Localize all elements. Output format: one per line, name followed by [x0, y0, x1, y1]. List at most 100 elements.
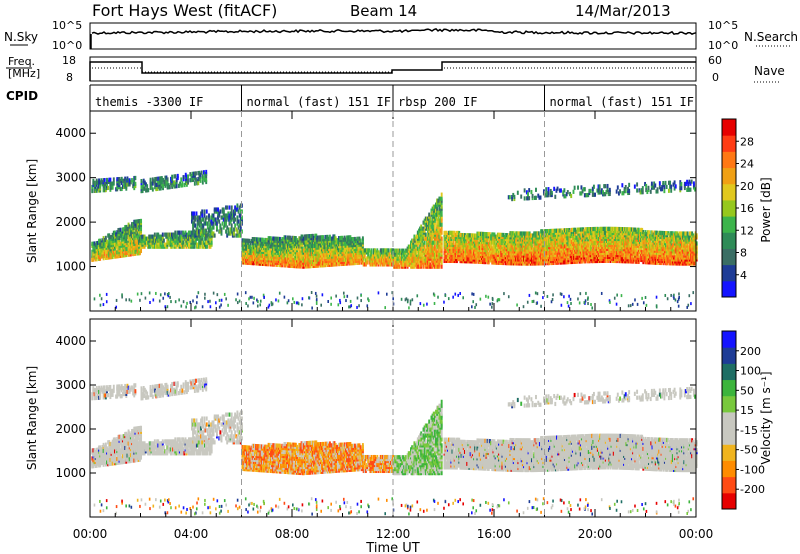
power-pixel — [211, 225, 214, 230]
power-pixel — [121, 247, 124, 252]
power-pixel — [513, 233, 516, 238]
power-pixel — [349, 251, 352, 256]
power-pixel — [485, 258, 488, 263]
power-pixel — [378, 258, 381, 263]
power-pixel — [158, 234, 161, 239]
power-pixel — [424, 236, 427, 241]
power-pixel — [226, 233, 229, 238]
power-pixel — [107, 233, 110, 238]
power-pixel — [268, 236, 271, 241]
power-pixel — [371, 254, 374, 259]
power-pixel — [355, 238, 358, 244]
power-pixel — [197, 233, 200, 238]
power-pixel — [204, 172, 207, 177]
power-pixel — [206, 244, 209, 249]
power-pixel — [131, 222, 133, 227]
power-pixel — [128, 224, 131, 229]
power-pixel — [256, 237, 259, 242]
power-pixel — [462, 237, 465, 242]
power-pixel — [508, 247, 511, 252]
power-pixel — [313, 243, 315, 248]
power-pixel — [139, 236, 142, 241]
power-pixel — [191, 244, 194, 249]
power-pixel — [205, 221, 208, 226]
power-pixel — [177, 236, 180, 241]
noise-tick-left-top: 10^5 — [52, 19, 82, 32]
power-pixel — [197, 236, 199, 241]
power-pixel — [332, 240, 335, 245]
power-pixel — [391, 248, 394, 253]
power-pixel — [415, 240, 418, 245]
power-pixel — [211, 221, 214, 226]
power-pixel — [213, 233, 216, 238]
power-pixel — [389, 262, 392, 267]
power-pixel — [425, 256, 428, 261]
power-pixel — [104, 235, 107, 240]
power-pixel — [120, 231, 123, 236]
power-pixel — [189, 172, 192, 177]
power-pixel — [435, 254, 437, 259]
power-pixel — [433, 260, 436, 265]
power-pixel — [143, 180, 146, 185]
power-pixel — [194, 233, 197, 238]
power-pixel — [469, 233, 472, 238]
power-pixel — [292, 243, 295, 249]
power-pixel — [375, 254, 378, 259]
power-pixel — [145, 182, 147, 187]
power-pixel — [395, 248, 398, 253]
power-pixel — [198, 170, 201, 176]
power-pixel — [395, 256, 398, 261]
power-pixel — [439, 208, 442, 213]
power-pixel — [260, 259, 263, 264]
nave-tick-bottom: 0 — [712, 71, 719, 84]
power-pixel — [238, 229, 241, 234]
power-pixel — [412, 262, 415, 267]
power-pixel — [325, 234, 328, 240]
power-pixel — [137, 249, 140, 254]
power-pixel — [269, 252, 272, 257]
power-pixel — [115, 187, 118, 192]
power-pixel — [296, 254, 298, 259]
power-pixel — [220, 227, 223, 232]
power-pixel — [193, 181, 196, 186]
power-pixel — [226, 205, 229, 210]
power-pixel — [186, 232, 189, 237]
power-pixel — [96, 244, 99, 250]
power-pixel — [123, 253, 125, 258]
noise-tick-right-bottom: 10^0 — [708, 39, 738, 52]
power-pixel — [238, 233, 241, 238]
power-pixel — [438, 234, 441, 239]
power-pixel — [93, 241, 96, 246]
power-pixel — [127, 182, 130, 187]
power-pixel — [132, 243, 135, 249]
power-pixel — [201, 174, 204, 179]
power-pixel — [175, 238, 178, 243]
power-pixel — [111, 248, 114, 254]
power-pixel — [475, 239, 478, 244]
power-pixel — [171, 174, 174, 179]
beam-title: Beam 14 — [350, 2, 417, 20]
power-pixel — [346, 251, 348, 256]
freq-tick-bottom: 8 — [66, 71, 73, 84]
power-pixel — [479, 247, 482, 252]
power-pixel — [201, 223, 204, 228]
power-pixel — [427, 256, 429, 261]
power-pixel — [449, 240, 452, 245]
power-pixel — [233, 231, 235, 236]
power-pixel — [402, 258, 404, 263]
power-pixel — [137, 234, 140, 239]
power-pixel — [180, 183, 183, 188]
power-pixel — [177, 244, 180, 249]
power-pixel — [515, 257, 517, 262]
power-pixel — [511, 257, 514, 262]
power-pixel — [193, 215, 196, 220]
power-pixel — [196, 221, 199, 226]
power-pixel — [326, 234, 329, 240]
power-pixel — [119, 178, 122, 184]
power-pixel — [149, 185, 152, 190]
power-pixel — [300, 238, 303, 243]
power-pixel — [202, 223, 205, 228]
power-pixel — [138, 230, 141, 236]
power-pixel — [491, 246, 494, 251]
power-pixel — [302, 236, 305, 241]
